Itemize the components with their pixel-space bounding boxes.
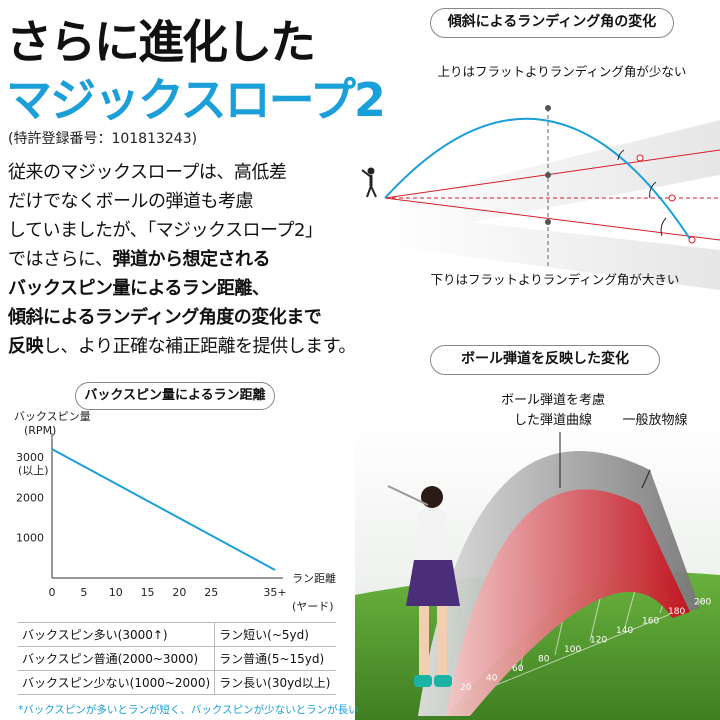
y-tick-label: 2000 [16, 491, 44, 504]
angle-arc-flat [649, 181, 657, 199]
y-top-note: (以上) [18, 464, 49, 477]
y-axis-label: バックスピン量 [14, 410, 91, 423]
description-line: 従来のマジックスロープは、高低差 [8, 158, 368, 187]
distance-mark: 100 [564, 645, 581, 655]
spin-table: バックスピン多い(3000↑) ラン短い(~5yd) バックスピン普通(2000~3… [18, 622, 336, 695]
ball-arc [384, 117, 693, 243]
distance-mark: 200 [694, 598, 711, 608]
spin-amount-cell: バックスピン多い(3000↑) [18, 622, 216, 647]
ball-curve-label-line1: ボール弾道を考慮 [501, 393, 605, 408]
distance-mark: 80 [538, 655, 550, 665]
table-row: バックスピン普通(2000~3000) ラン普通(5~15yd) [18, 646, 336, 671]
description-line: ではさらに、弾道から想定される [8, 245, 368, 274]
y-tick-label: 3000 [16, 451, 44, 464]
description-segment: 反映 [8, 336, 44, 357]
description-segment: バックスピン量によるラン距離、 [8, 278, 270, 299]
description-segment: していましたが、「マジックスロープ2」 [8, 220, 323, 241]
y-tick-label: 1000 [16, 532, 44, 545]
x-tick-label: 35+ [263, 586, 286, 599]
spin-amount-cell: バックスピン普通(2000~3000) [18, 646, 216, 671]
distance-mark: 60 [512, 664, 524, 674]
description-segment: し、より正確な補正距離を提供します。 [43, 336, 356, 357]
uphill-line [384, 149, 720, 199]
distance-mark: 20 [460, 683, 472, 693]
downhill-slope-shape [380, 212, 720, 290]
x-tick-label: 0 [49, 586, 56, 599]
spin-amount-cell: バックスピン少ない(1000~2000) [18, 670, 216, 695]
x-tick-label: 20 [172, 586, 186, 599]
run-distance-cell: ラン長い(30yd以上) [214, 670, 336, 695]
uphill-mid-dot [545, 172, 551, 178]
description-line: だけでなくボールの弾道も考慮 [8, 187, 368, 216]
run-distance-cell: ラン普通(5~15yd) [214, 646, 336, 671]
uphill-landing-dot [636, 154, 644, 162]
parabola-pointer [641, 469, 651, 489]
description-line: 傾斜によるランディング角度の変化まで [8, 303, 368, 332]
description-segment: 弾道から想定される [112, 249, 270, 270]
flat-landing-dot [668, 194, 676, 202]
footnote: *バックスピンが多いとランが短く、バックスピンが少ないとランが長い [18, 704, 359, 716]
downhill-label: 下りはフラットよりランディング角が大きい [431, 272, 680, 287]
x-tick-label: 15 [141, 586, 155, 599]
apex-dot [545, 105, 551, 111]
distance-mark: 120 [590, 636, 607, 646]
downhill-mid-dot [545, 219, 551, 225]
x-axis-label: ラン距離 [292, 571, 336, 585]
angle-arc-up [617, 149, 625, 161]
uphill-label: 上りはフラットよりランディング角が少ない [438, 64, 687, 79]
description-line: していましたが、「マジックスロープ2」 [8, 216, 368, 245]
run-distance-cell: ラン短い(~5yd) [214, 622, 336, 647]
description: 従来のマジックスロープは、高低差 だけでなくボールの弾道も考慮していましたが、「マ… [8, 158, 368, 361]
uphill-slope-shape [380, 120, 720, 240]
description-segment: 傾斜によるランディング角度の変化まで [8, 307, 322, 328]
spin-chart-title: バックスピン量によるラン距離 [75, 382, 275, 410]
distance-marks: 20 40 60 80 100 120 140 160 180 200 [460, 598, 711, 694]
x-tick-label: 10 [109, 586, 123, 599]
distance-mark: 40 [486, 674, 498, 684]
distance-mark: 180 [668, 607, 685, 617]
ball-curve-ribbon [446, 489, 690, 716]
ball-panel-title: ボール弾道を反映した変化 [430, 345, 660, 375]
distance-mark: 160 [642, 617, 659, 627]
ball-curve-label-line2: した弾道曲線 [514, 412, 592, 428]
patent-number: (特許登録番号：101813243) [8, 131, 198, 147]
description-line: 反映し、より正確な補正距離を提供します。 [8, 332, 368, 361]
description-segment: 従来のマジックスロープは、高低差 [8, 162, 287, 183]
table-row: バックスピン多い(3000↑) ラン短い(~5yd) [18, 622, 336, 647]
spin-line [51, 448, 276, 571]
x-tick-label: 5 [80, 586, 87, 599]
slope-panel-title: 傾斜によるランディング角の変化 [430, 8, 674, 38]
x-tick-label: 25 [204, 586, 218, 599]
description-segment: ではさらに、 [8, 249, 113, 270]
distance-mark: 140 [616, 626, 633, 636]
x-axis-unit: (ヤード) [292, 600, 334, 613]
y-axis-unit: (RPM) [24, 424, 56, 437]
golfer-icon [361, 167, 377, 198]
downhill-landing-dot [688, 236, 696, 244]
angle-arc-down [660, 217, 667, 237]
description-line: バックスピン量によるラン距離、 [8, 274, 368, 303]
parabola-label: 一般放物線 [622, 412, 687, 428]
title-line1: さらに進化した [6, 15, 316, 69]
table-row: バックスピン少ない(1000~2000) ラン長い(30yd以上) [18, 670, 336, 695]
downhill-line [384, 197, 720, 241]
description-segment: だけでなくボールの弾道も考慮 [8, 191, 254, 212]
golfer-figure [387, 485, 460, 687]
title-line2: マジックスロープ2 [6, 73, 386, 127]
